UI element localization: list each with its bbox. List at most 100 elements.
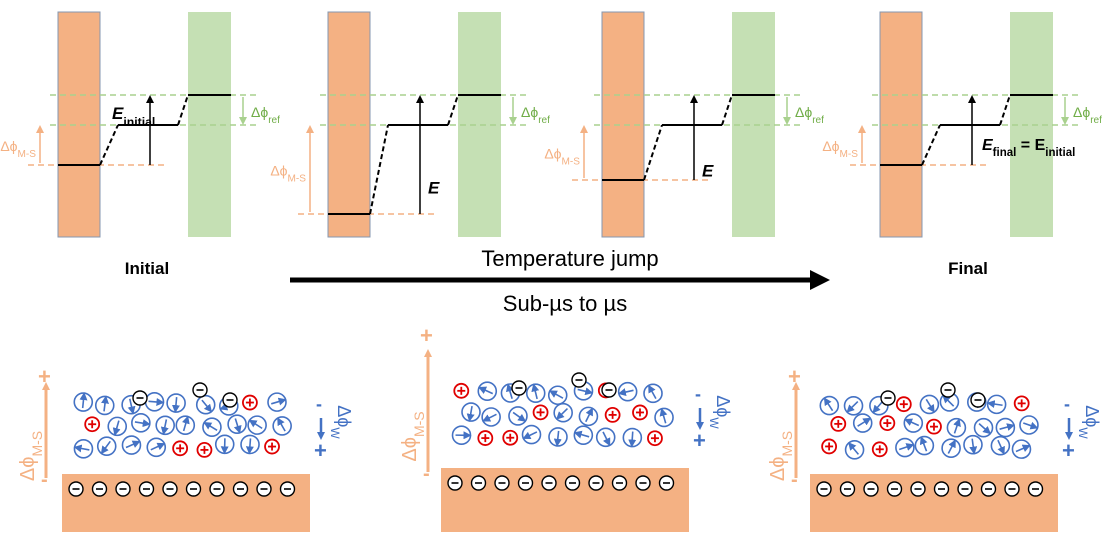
dipole-arrow	[100, 440, 111, 455]
water-molecule	[643, 383, 663, 404]
anion	[863, 481, 879, 497]
dipole-arrow	[512, 411, 527, 422]
anion	[132, 390, 148, 406]
dipole-arrow	[925, 398, 935, 413]
water-molecule	[946, 417, 967, 438]
double-layer-1: +-ΔϕM-S-+ΔϕW	[17, 364, 354, 532]
dipole-arrow	[823, 397, 834, 412]
axis-plus-sign: +	[38, 364, 51, 389]
dipole-arrow	[577, 387, 594, 396]
dipole-arrow	[482, 413, 497, 422]
dipole-arrow	[1023, 421, 1039, 430]
process-label: Temperature jump	[481, 246, 658, 271]
dipole-plus-sign: +	[1062, 438, 1075, 463]
water-molecule	[844, 439, 865, 460]
dipole-arrow	[617, 388, 634, 396]
cation	[871, 441, 888, 458]
anion	[541, 475, 557, 491]
water-molecule	[96, 436, 117, 456]
e-label: E	[702, 162, 714, 181]
water-molecule	[843, 395, 864, 416]
anion	[571, 372, 587, 388]
axis-minus-sign: -	[41, 469, 48, 491]
e-initial-label: Einitial	[112, 104, 155, 129]
right-arrow-icon	[810, 270, 830, 290]
reference-potential-drop	[999, 94, 1011, 126]
anion	[494, 475, 510, 491]
cation	[264, 438, 280, 455]
anion	[957, 481, 973, 497]
e-final-label: Efinal = Einitial	[982, 137, 1075, 159]
dipole-arrow	[898, 443, 915, 451]
water-molecule	[73, 439, 94, 459]
anion	[1027, 481, 1044, 497]
energy-panel-1: Δϕref ΔϕM-S Einitial	[0, 11, 280, 238]
anion	[232, 481, 249, 497]
dipole-arrow	[150, 442, 166, 451]
timescale-label: Sub-µs to µs	[503, 291, 627, 316]
interface-potential-drop	[369, 124, 389, 215]
dipole-arrow	[466, 405, 475, 422]
delta-ref-label: Δϕref	[521, 104, 550, 126]
delta-w-vertical-label: ΔϕW	[328, 405, 354, 439]
dipole-arrow	[904, 418, 920, 427]
dipole-arrow	[953, 418, 961, 434]
reference-potential-drop	[177, 94, 189, 126]
cation	[502, 429, 519, 446]
water-molecule	[247, 415, 267, 435]
dipole-arrow	[277, 417, 286, 432]
water-molecule	[508, 406, 528, 426]
dipole-arrow	[556, 407, 569, 420]
dipole-arrow	[978, 423, 991, 435]
water-molecule	[267, 392, 287, 412]
dipole-arrow	[548, 390, 564, 399]
dipole-arrow	[531, 383, 540, 400]
water-molecule	[175, 415, 196, 435]
water-molecule	[995, 417, 1016, 438]
cation	[830, 415, 847, 432]
dipole-arrow	[628, 431, 637, 448]
water-molecule	[166, 393, 186, 414]
water-molecule	[914, 435, 935, 456]
dipole-minus-sign: -	[316, 394, 322, 414]
anion	[940, 382, 956, 398]
reference-potential-drop	[447, 94, 459, 126]
delta-ms-vertical-label: ΔϕM-S	[399, 411, 427, 461]
water-molecule	[617, 381, 638, 402]
dipole-arrow	[846, 400, 859, 413]
anion	[68, 481, 84, 497]
anion	[816, 481, 832, 497]
water-molecule	[595, 427, 616, 448]
energy-panel-4: Δϕref ΔϕM-S Efinal = Einitial	[822, 11, 1102, 238]
anion	[279, 481, 296, 497]
water-molecule	[819, 395, 840, 416]
water-molecule	[573, 425, 594, 445]
dipole-arrow	[999, 423, 1015, 431]
dipole-arrow	[648, 384, 657, 399]
water-molecule	[202, 417, 222, 437]
delta-ms-label: ΔϕM-S	[270, 163, 306, 185]
dipole-arrow	[872, 400, 884, 414]
anion	[91, 481, 108, 497]
cation	[196, 441, 213, 458]
anion	[447, 475, 463, 491]
water-molecule	[939, 392, 960, 412]
dipole-arrow	[248, 419, 263, 430]
dipole-arrow	[245, 438, 254, 455]
dipole-arrow	[1015, 444, 1031, 453]
water-molecule	[852, 413, 873, 433]
reference-potential-drop	[721, 94, 733, 126]
axis-plus-sign: +	[788, 364, 801, 389]
cation	[647, 430, 663, 447]
cation	[477, 430, 494, 446]
water-molecule	[919, 394, 940, 415]
cation	[821, 438, 838, 455]
water-molecule	[903, 413, 924, 433]
water-molecule	[461, 402, 481, 422]
water-molecule	[121, 435, 142, 455]
water-molecule	[895, 437, 915, 458]
axis-plus-sign: +	[420, 323, 433, 348]
dipole-arrow	[160, 419, 169, 436]
delta-ms-label: ΔϕM-S	[544, 146, 580, 168]
dipole-arrow	[79, 392, 88, 409]
